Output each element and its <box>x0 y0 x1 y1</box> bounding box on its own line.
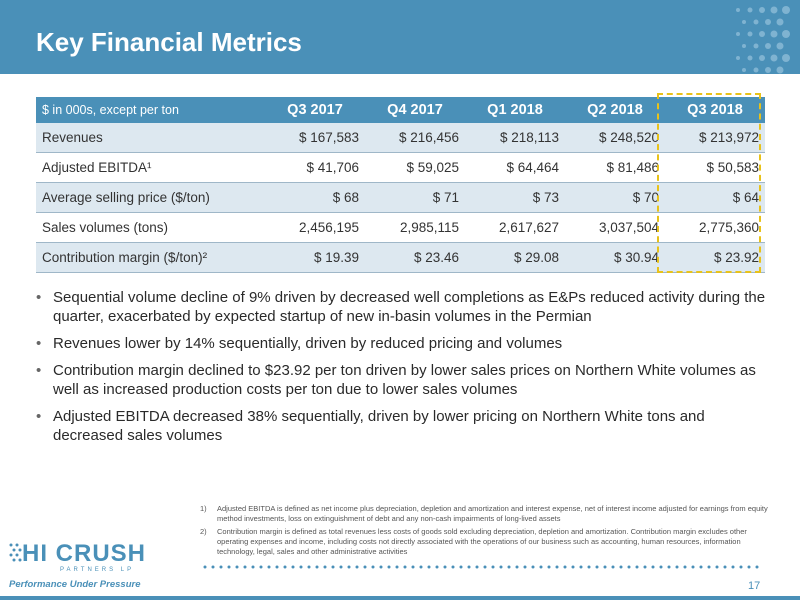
financial-metrics-table: $ in 000s, except per ton Q3 2017 Q4 201… <box>36 97 765 273</box>
table-row-sales-volumes: Sales volumes (tons) 2,456,195 2,985,115… <box>36 212 765 243</box>
table-row-average-selling-price: Average selling price ($/ton) $ 68 $ 71 … <box>36 182 765 213</box>
table-cell: $ 29.08 <box>465 242 565 273</box>
table-cell: $ 218,113 <box>465 123 565 153</box>
bullet-text: Sequential volume decline of 9% driven b… <box>53 289 766 325</box>
table-cell: $ 23.46 <box>365 242 465 273</box>
table-cell: $ 19.39 <box>265 242 365 273</box>
logo-wordmark: HI CRUSH <box>22 540 147 567</box>
bullet-dot-icon: • <box>36 362 42 379</box>
row-label: Sales volumes (tons) <box>36 212 265 243</box>
table-cell: 2,985,115 <box>365 212 465 243</box>
footnote-number: 2) <box>200 527 207 536</box>
column-header-q3-2017: Q3 2017 <box>265 97 365 123</box>
logo-dots-icon <box>9 543 22 562</box>
table-cell: 2,456,195 <box>265 212 365 243</box>
table-cell: $ 70 <box>565 182 665 213</box>
table-cell: $ 73 <box>465 182 565 213</box>
bullet-text: Revenues lower by 14% sequentially, driv… <box>53 335 563 352</box>
table-unit-label: $ in 000s, except per ton <box>36 97 265 123</box>
bullet-dot-icon: • <box>36 335 42 352</box>
bullet-text: Adjusted EBITDA decreased 38% sequential… <box>53 408 705 444</box>
logo-tagline: Performance Under Pressure <box>9 579 141 590</box>
table-cell: 2,775,360 <box>665 212 765 243</box>
table-cell: $ 23.92 <box>665 242 765 273</box>
table-cell: $ 64,464 <box>465 152 565 183</box>
footnotes: 1) Adjusted EBITDA is defined as net inc… <box>200 504 770 560</box>
table-cell: 2,617,627 <box>465 212 565 243</box>
table-row-adjusted-ebitda: Adjusted EBITDA¹ $ 41,706 $ 59,025 $ 64,… <box>36 152 765 183</box>
logo-subtitle: PARTNERS LP <box>60 567 135 573</box>
table-cell: $ 81,486 <box>565 152 665 183</box>
table-cell: $ 213,972 <box>665 123 765 153</box>
bullet-text: Contribution margin declined to $23.92 p… <box>53 362 756 398</box>
table-cell: $ 64 <box>665 182 765 213</box>
title-bar: Key Financial Metrics <box>0 0 800 74</box>
column-header-q3-2018: Q3 2018 <box>665 97 765 123</box>
footnote-text: Adjusted EBITDA is defined as net income… <box>217 504 768 523</box>
table-row-revenues: Revenues $ 167,583 $ 216,456 $ 218,113 $… <box>36 123 765 153</box>
column-header-q2-2018: Q2 2018 <box>565 97 665 123</box>
table-cell: $ 59,025 <box>365 152 465 183</box>
footer-bar <box>0 596 800 600</box>
table-cell: 3,037,504 <box>565 212 665 243</box>
footnote-item: 1) Adjusted EBITDA is defined as net inc… <box>200 504 770 524</box>
row-label: Average selling price ($/ton) <box>36 182 265 213</box>
table-cell: $ 30.94 <box>565 242 665 273</box>
bullet-item: • Contribution margin declined to $23.92 … <box>36 361 776 399</box>
table-cell: $ 248,520 <box>565 123 665 153</box>
table-cell: $ 71 <box>365 182 465 213</box>
row-label: Revenues <box>36 123 265 153</box>
table-cell: $ 167,583 <box>265 123 365 153</box>
bullet-item: • Revenues lower by 14% sequentially, dri… <box>36 334 776 353</box>
commentary-bullets: • Sequential volume decline of 9% driven … <box>36 288 776 453</box>
bullet-dot-icon: • <box>36 408 42 425</box>
page-number: 17 <box>748 580 761 592</box>
bullet-item: • Sequential volume decline of 9% driven … <box>36 288 776 326</box>
dot-pattern-decoration <box>736 6 790 74</box>
row-label: Contribution margin ($/ton)² <box>36 242 265 273</box>
bullet-item: • Adjusted EBITDA decreased 38% sequentia… <box>36 407 776 445</box>
column-header-q4-2017: Q4 2017 <box>365 97 465 123</box>
dotted-divider <box>203 565 759 569</box>
page-title: Key Financial Metrics <box>36 27 302 57</box>
row-label: Adjusted EBITDA¹ <box>36 152 265 183</box>
table-header-row: $ in 000s, except per ton Q3 2017 Q4 201… <box>36 97 765 123</box>
table-cell: $ 41,706 <box>265 152 365 183</box>
table-cell: $ 68 <box>265 182 365 213</box>
footnote-text: Contribution margin is defined as total … <box>217 527 747 556</box>
column-header-q1-2018: Q1 2018 <box>465 97 565 123</box>
table-row-contribution-margin: Contribution margin ($/ton)² $ 19.39 $ 2… <box>36 242 765 273</box>
bullet-dot-icon: • <box>36 289 42 306</box>
company-logo: HI CRUSH PARTNERS LP Performance Under P… <box>8 536 158 596</box>
table-cell: $ 216,456 <box>365 123 465 153</box>
footnote-number: 1) <box>200 504 207 513</box>
table-cell: $ 50,583 <box>665 152 765 183</box>
footnote-item: 2) Contribution margin is defined as tot… <box>200 527 770 557</box>
